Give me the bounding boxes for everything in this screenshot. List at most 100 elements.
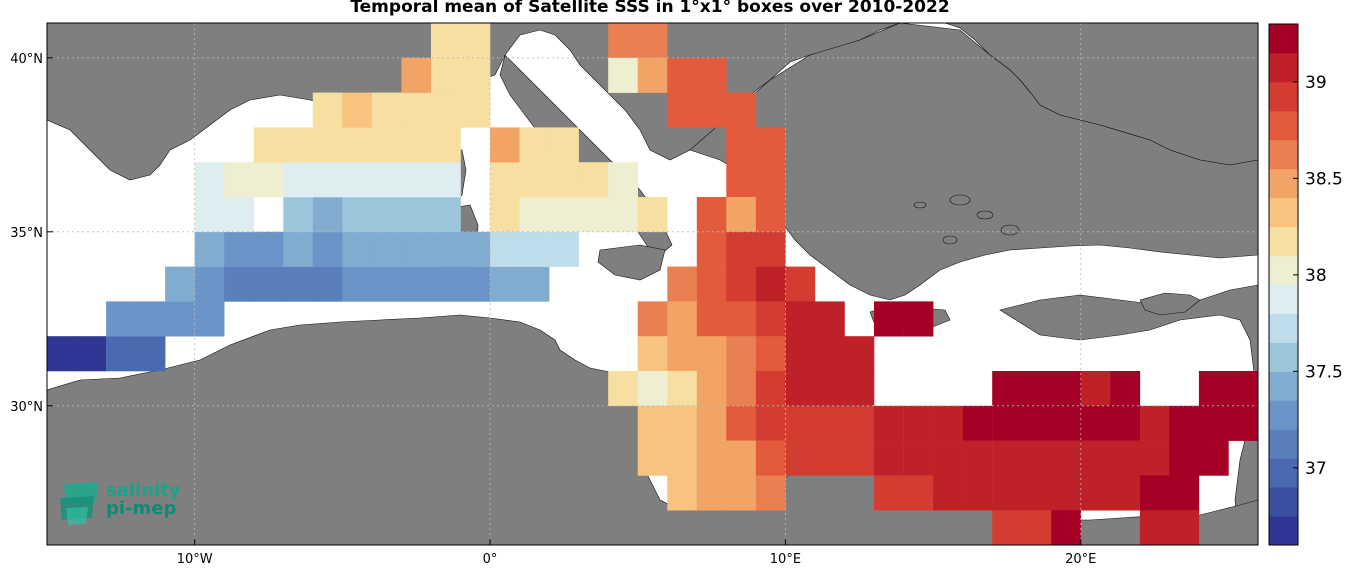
sss-cell — [549, 127, 579, 163]
sss-cell — [785, 371, 816, 407]
sss-cell — [755, 405, 786, 441]
colorbar-swatch — [1269, 81, 1298, 112]
colorbar-swatch — [1269, 313, 1298, 343]
sss-cell — [1139, 405, 1170, 441]
axis-tick-labels: 40°N 35°N 30°N 10°W 0° 10°E 20°E — [10, 52, 1096, 567]
sss-cell — [696, 440, 727, 476]
salinity-pi-mep-logo: salinity pi-mep — [58, 478, 198, 528]
sss-cell — [815, 371, 845, 407]
colorbar-swatch — [1269, 371, 1298, 401]
sss-cell — [431, 266, 461, 302]
sss-cell — [431, 92, 461, 128]
sss-cell — [1198, 405, 1229, 441]
colorbar-tick-label: 38 — [1305, 266, 1327, 286]
sss-cell — [608, 23, 638, 59]
sss-cell — [460, 57, 491, 93]
colorbar-swatch — [1269, 255, 1298, 285]
sss-cell — [726, 197, 757, 233]
colorbar-swatch — [1269, 487, 1298, 517]
sss-cell — [519, 127, 550, 163]
sss-cell — [726, 475, 757, 511]
sss-cell — [1110, 405, 1141, 441]
sss-cell — [431, 231, 461, 267]
colorbar-tick-label: 38.5 — [1305, 169, 1343, 189]
sss-cell — [224, 162, 254, 198]
sss-cell — [785, 336, 816, 372]
sss-cell — [460, 231, 491, 267]
sss-cell — [165, 301, 195, 337]
sss-cell — [1228, 405, 1258, 441]
sss-cell — [637, 405, 668, 441]
sss-cell — [431, 57, 461, 93]
lon-tick-label: 0° — [483, 552, 498, 567]
colorbar-frame — [1268, 23, 1299, 546]
sss-cell — [253, 231, 284, 267]
lon-tick-label: 10°W — [177, 552, 213, 567]
sss-cell — [47, 336, 77, 372]
lon-tick-label: 10°E — [770, 552, 801, 567]
sss-cell — [755, 336, 786, 372]
sss-cell — [608, 57, 638, 93]
sss-cell — [992, 371, 1022, 407]
sss-cell — [1021, 510, 1052, 545]
sss-cell — [1198, 371, 1229, 407]
sss-cell — [194, 266, 225, 302]
sss-cell — [696, 92, 727, 128]
lat-tick-label: 30°N — [10, 400, 43, 415]
sss-cell — [1169, 475, 1200, 511]
sss-cell — [874, 440, 904, 476]
sss-grid — [47, 23, 1258, 545]
sss-cell — [637, 23, 668, 59]
sss-cell — [490, 266, 520, 302]
sss-cell — [874, 301, 904, 337]
sss-cell — [490, 162, 520, 198]
sss-cell — [1021, 440, 1052, 476]
sss-cell — [755, 371, 786, 407]
sss-cell — [312, 266, 343, 302]
sss-cell — [1198, 440, 1229, 476]
sss-cell — [283, 162, 314, 198]
sss-cell — [312, 92, 343, 128]
sss-cell — [667, 475, 698, 511]
sss-cell — [844, 405, 875, 441]
sss-cell — [460, 266, 491, 302]
sss-cell — [696, 475, 727, 511]
sss-cell — [637, 197, 668, 233]
sss-cell — [815, 336, 845, 372]
sss-cell — [637, 371, 668, 407]
colorbar-tick-label: 37 — [1305, 459, 1327, 479]
sss-cell — [637, 57, 668, 93]
logo-text-pi-mep: pi-mep — [106, 498, 177, 519]
sss-cell — [1080, 371, 1111, 407]
sss-cell — [1080, 405, 1111, 441]
sss-cell — [726, 127, 757, 163]
sss-cell — [667, 440, 698, 476]
logo-text-salinity: salinity — [106, 480, 181, 501]
sss-cell — [785, 405, 816, 441]
sss-cell — [106, 336, 136, 372]
sss-cell — [608, 371, 638, 407]
sss-cell — [342, 231, 373, 267]
sss-cell — [844, 371, 875, 407]
sss-cell — [224, 197, 254, 233]
sss-cell — [76, 336, 107, 372]
sss-cell — [549, 231, 579, 267]
sss-cell — [726, 440, 757, 476]
sss-cell — [696, 197, 727, 233]
sss-cell — [903, 301, 934, 337]
sss-cell — [342, 162, 373, 198]
sss-cell — [755, 475, 786, 511]
sss-cell — [755, 266, 786, 302]
sss-cell — [933, 475, 963, 511]
sss-cell — [431, 23, 461, 59]
sss-cell — [992, 510, 1022, 545]
sss-cell — [401, 127, 432, 163]
sss-cell — [1169, 510, 1200, 545]
sss-cell — [342, 92, 373, 128]
sss-cell — [194, 162, 225, 198]
sss-cell — [1051, 440, 1081, 476]
sss-cell — [431, 162, 461, 198]
sss-cell — [371, 162, 402, 198]
sss-cell — [726, 405, 757, 441]
